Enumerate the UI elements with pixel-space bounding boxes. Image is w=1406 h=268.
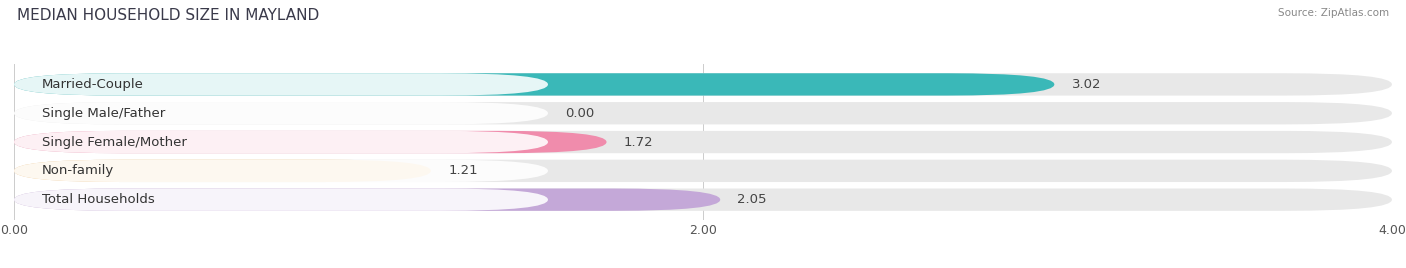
- Text: 3.02: 3.02: [1071, 78, 1101, 91]
- FancyBboxPatch shape: [14, 188, 1392, 211]
- FancyBboxPatch shape: [14, 188, 548, 211]
- FancyBboxPatch shape: [14, 102, 548, 124]
- FancyBboxPatch shape: [14, 160, 548, 182]
- FancyBboxPatch shape: [14, 102, 1392, 124]
- Text: Single Female/Mother: Single Female/Mother: [42, 136, 187, 148]
- FancyBboxPatch shape: [14, 131, 606, 153]
- FancyBboxPatch shape: [14, 188, 720, 211]
- Text: 1.21: 1.21: [449, 164, 478, 177]
- Text: Source: ZipAtlas.com: Source: ZipAtlas.com: [1278, 8, 1389, 18]
- Text: Total Households: Total Households: [42, 193, 155, 206]
- FancyBboxPatch shape: [14, 160, 1392, 182]
- Text: Married-Couple: Married-Couple: [42, 78, 143, 91]
- Text: MEDIAN HOUSEHOLD SIZE IN MAYLAND: MEDIAN HOUSEHOLD SIZE IN MAYLAND: [17, 8, 319, 23]
- FancyBboxPatch shape: [14, 73, 1392, 96]
- Text: Single Male/Father: Single Male/Father: [42, 107, 165, 120]
- FancyBboxPatch shape: [14, 73, 1054, 96]
- FancyBboxPatch shape: [14, 131, 1392, 153]
- FancyBboxPatch shape: [14, 73, 548, 96]
- Text: 1.72: 1.72: [624, 136, 654, 148]
- Text: 0.00: 0.00: [565, 107, 595, 120]
- Text: 2.05: 2.05: [737, 193, 766, 206]
- Text: Non-family: Non-family: [42, 164, 114, 177]
- FancyBboxPatch shape: [14, 131, 548, 153]
- FancyBboxPatch shape: [14, 160, 430, 182]
